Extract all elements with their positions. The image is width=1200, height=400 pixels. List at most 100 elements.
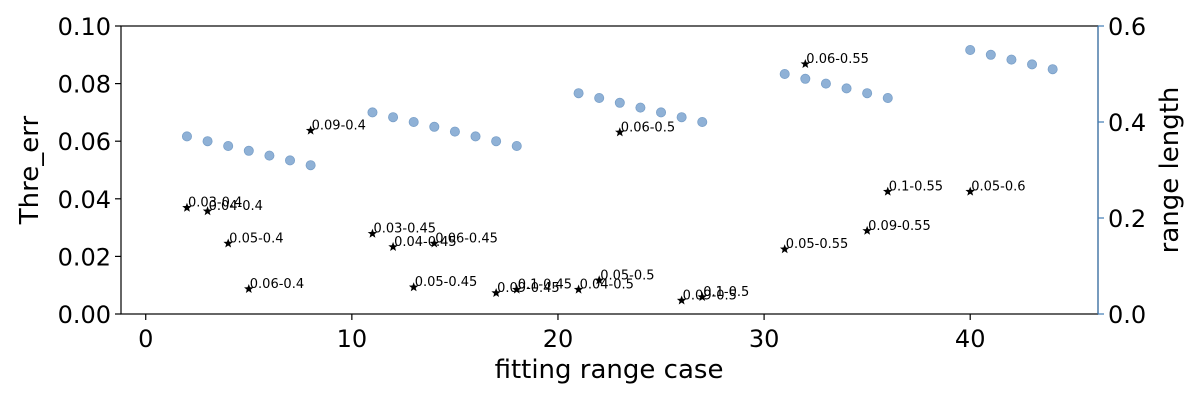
point-annotation: 0.05-0.55	[786, 237, 849, 252]
range-length-point	[985, 49, 996, 60]
axes	[120, 25, 1099, 315]
thre-err-point	[800, 59, 811, 69]
thre-err-point	[408, 282, 419, 292]
range-length-point	[202, 136, 213, 147]
range-length-point	[676, 112, 687, 123]
range-length-point	[388, 112, 399, 123]
range-length-point	[243, 145, 254, 156]
thre-err-point	[202, 206, 213, 216]
range-length-point	[779, 69, 790, 80]
range-length-point	[800, 73, 811, 84]
range-length-point	[408, 117, 419, 128]
range-length-point	[491, 136, 502, 147]
y-right-tick-label: 0.0	[1108, 301, 1146, 329]
point-annotation: 0.04-0.5	[580, 278, 634, 293]
point-annotation: 0.05-0.6	[971, 180, 1025, 195]
x-tick-label: 30	[749, 325, 780, 353]
point-annotation: 0.03-0.4	[188, 196, 242, 211]
point-annotation: 0.09-0.45	[497, 281, 560, 296]
y-tick-label: 0.06	[58, 128, 111, 156]
point-annotation: 0.09-0.4	[312, 119, 366, 134]
thre-err-point	[511, 284, 522, 294]
y-right-tick-label: 0.6	[1108, 13, 1146, 41]
thre-err-point	[615, 127, 625, 137]
range-length-point	[573, 88, 584, 99]
range-length-point	[656, 107, 667, 118]
range-length-point	[429, 121, 440, 132]
thre-err-series	[182, 59, 975, 305]
thre-err-point	[883, 186, 893, 196]
point-annotation: 0.05-0.45	[415, 275, 478, 290]
y-right-tick-label: 0.4	[1108, 109, 1146, 137]
point-annotation: 0.04-0.45	[394, 235, 457, 250]
y-axis-title: Thre_err	[15, 116, 45, 226]
thre-err-point	[573, 284, 584, 294]
point-annotation: 0.06-0.45	[435, 231, 498, 246]
x-tick-label: 0	[138, 325, 153, 353]
thre-err-point	[676, 295, 687, 305]
range-length-point	[614, 97, 625, 108]
point-annotation: 0.06-0.55	[806, 52, 869, 67]
point-annotation: 0.06-0.5	[621, 120, 675, 135]
thre-err-point	[491, 287, 501, 298]
x-tick-label: 20	[543, 325, 574, 353]
range-length-series	[181, 45, 1058, 171]
point-annotation: 0.1-0.55	[889, 180, 943, 195]
range-length-point	[862, 88, 873, 99]
range-length-point	[594, 93, 605, 104]
range-length-point	[841, 83, 852, 94]
point-annotation: 0.1-0.5	[703, 285, 749, 300]
range-length-point	[697, 117, 708, 128]
thre-err-point	[862, 225, 872, 235]
x-tick-label: 40	[955, 325, 986, 353]
range-length-point	[223, 140, 234, 151]
point-annotation: 0.09-0.5	[683, 288, 737, 303]
y-tick-label: 0.10	[58, 13, 111, 41]
y-right-tick-label: 0.2	[1108, 205, 1146, 233]
annotation-labels: 0.03-0.40.04-0.4 0.05-0.4 0.06-0.4 0.09-0.4…	[188, 52, 1026, 303]
range-length-point	[1006, 54, 1017, 65]
range-length-point	[367, 107, 378, 118]
range-length-point	[882, 93, 893, 104]
y-tick-label: 0.00	[58, 301, 111, 329]
range-length-point	[264, 150, 275, 161]
thre-err-point	[367, 228, 378, 238]
range-length-point	[820, 78, 831, 89]
point-annotation: 0.1-0.45	[518, 278, 572, 293]
range-length-point	[635, 102, 646, 113]
thre-err-point	[429, 238, 440, 248]
thre-err-point	[223, 238, 233, 248]
point-annotation: 0.04-0.4	[209, 199, 263, 214]
thre-err-point	[388, 241, 398, 251]
range-length-point	[449, 126, 460, 137]
thre-err-point	[594, 275, 604, 285]
x-axis-title: fitting range case	[495, 355, 724, 385]
range-length-point	[305, 160, 316, 171]
thre-err-point	[182, 202, 192, 212]
point-annotation: 0.05-0.4	[229, 231, 283, 246]
thre-err-point	[965, 186, 975, 196]
ticks: 0 10 20 30 40 0.00 0.02 0.04 0.06 0.08 0.10 0.0 0.2 0…	[58, 13, 1147, 353]
point-annotation: 0.06-0.4	[250, 277, 304, 292]
y-tick-label: 0.04	[58, 186, 111, 214]
point-annotation: 0.03-0.45	[373, 222, 436, 237]
range-length-point	[965, 45, 976, 56]
x-tick-label: 10	[337, 325, 368, 353]
y-axis-right-title: range length	[1155, 87, 1185, 254]
range-length-point	[1047, 64, 1058, 75]
range-length-point	[470, 131, 481, 142]
range-length-point	[285, 155, 296, 166]
thre-err-point	[697, 292, 708, 302]
thre-err-point	[305, 125, 316, 135]
range-length-point	[511, 140, 522, 151]
y-tick-label: 0.08	[58, 71, 111, 99]
point-annotation: 0.05-0.5	[600, 268, 654, 283]
y-tick-label: 0.02	[58, 243, 111, 271]
point-annotation: 0.09-0.55	[868, 219, 931, 234]
thre-err-point	[779, 244, 790, 254]
range-length-point	[181, 131, 192, 142]
range-length-point	[1027, 59, 1038, 70]
thre-err-point	[244, 283, 254, 293]
